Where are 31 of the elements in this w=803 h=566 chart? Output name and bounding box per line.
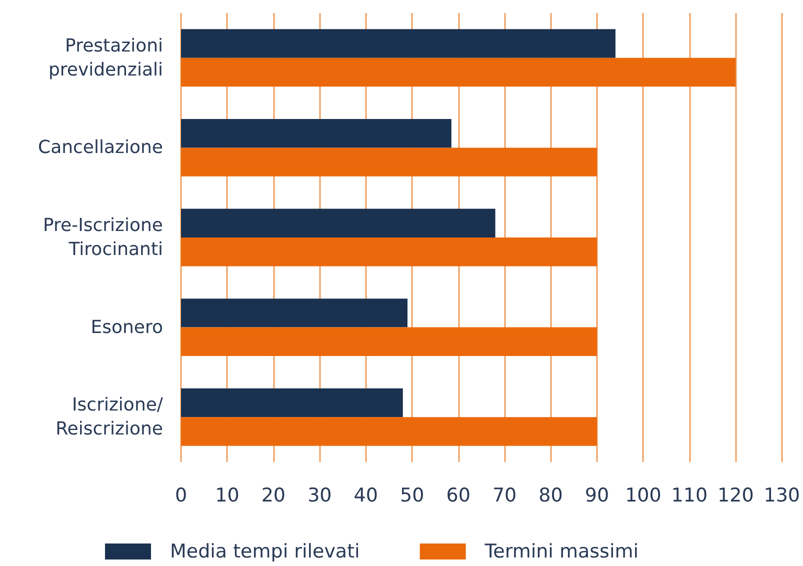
y-tick-label: Esonero <box>90 316 163 338</box>
legend-label: Media tempi rilevati <box>170 540 360 562</box>
x-tick-label: 40 <box>354 484 378 506</box>
legend-label: Termini massimi <box>484 540 639 562</box>
x-tick-label: 90 <box>584 484 610 506</box>
x-tick-label: 80 <box>538 484 563 506</box>
bar <box>181 417 597 446</box>
bar <box>181 327 597 356</box>
x-tick-label: 120 <box>718 484 754 506</box>
x-tick-label: 100 <box>625 484 662 506</box>
y-tick-label: Iscrizione/ Reiscrizione <box>56 394 164 440</box>
x-tick-label: 30 <box>308 484 332 506</box>
bar <box>181 388 403 418</box>
x-tick-label: 0 <box>174 484 188 506</box>
bar <box>181 58 736 87</box>
bar <box>181 148 597 176</box>
y-tick-label: Pre-Iscrizione Tirocinanti <box>42 215 163 260</box>
x-tick-label: 110 <box>671 484 708 506</box>
x-tick-label: 50 <box>400 484 424 506</box>
bar <box>181 298 408 328</box>
x-tick-label: 10 <box>215 484 240 506</box>
bar <box>181 208 496 238</box>
x-tick-label: 130 <box>764 484 800 506</box>
x-tick-label: 60 <box>446 484 470 506</box>
x-tick-label: 70 <box>492 484 517 506</box>
x-tick-label: 20 <box>261 484 286 506</box>
bar <box>181 238 597 266</box>
bar <box>181 118 452 148</box>
bar <box>181 29 616 58</box>
y-tick-label: Prestazioni previdenziali <box>48 35 163 80</box>
y-tick-label: Cancellazione <box>38 137 163 158</box>
